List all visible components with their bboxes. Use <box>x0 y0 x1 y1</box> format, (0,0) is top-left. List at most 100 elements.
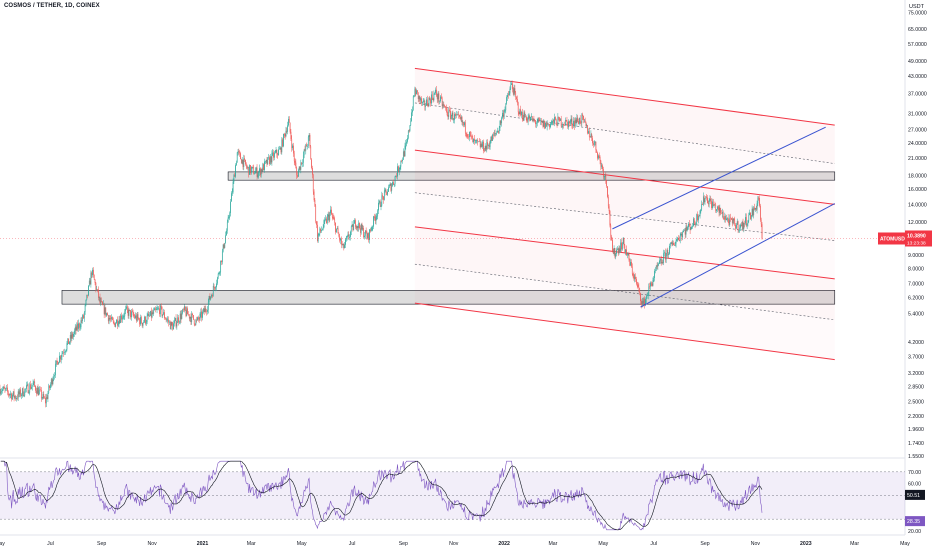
candle-body <box>335 222 336 233</box>
candle <box>546 120 548 131</box>
candle <box>395 175 397 178</box>
candle <box>555 118 557 126</box>
candle-body <box>466 133 468 137</box>
candle <box>41 396 43 400</box>
candle <box>569 120 570 127</box>
candle <box>574 117 576 128</box>
candle-body <box>438 93 440 102</box>
candle-body <box>424 100 426 107</box>
candle <box>105 307 107 318</box>
candle-body <box>519 109 521 115</box>
candle <box>695 222 697 227</box>
candle <box>392 181 393 187</box>
candle-body <box>360 224 362 233</box>
candle <box>39 386 41 395</box>
candle-body <box>412 110 413 113</box>
candle <box>414 86 416 97</box>
candle-body <box>636 283 638 285</box>
candle <box>369 228 371 233</box>
candle <box>598 152 600 159</box>
candle <box>751 205 753 218</box>
candle-body <box>412 96 414 111</box>
candle-body <box>458 114 460 116</box>
candle <box>694 220 696 229</box>
candle <box>422 98 424 103</box>
candle <box>20 387 22 398</box>
candle-body <box>307 136 309 146</box>
candle <box>439 100 441 105</box>
candle-body <box>9 394 11 396</box>
candle <box>699 210 701 219</box>
candle-body <box>521 111 523 119</box>
candle <box>624 243 626 254</box>
candle <box>568 119 569 130</box>
candle-body <box>617 248 618 250</box>
candle <box>31 383 32 390</box>
candle <box>65 349 67 353</box>
candle-body <box>656 265 658 267</box>
candle-body <box>27 384 29 394</box>
candle-body <box>704 198 706 203</box>
candle-body <box>269 157 270 165</box>
candle <box>520 105 522 117</box>
candle-body <box>753 207 755 216</box>
time-tick-label: 2021 <box>197 541 209 547</box>
candle-body <box>389 183 391 186</box>
candle-body <box>11 393 12 400</box>
candle-body <box>93 274 95 280</box>
candle-body <box>693 218 695 224</box>
candle-body <box>719 207 721 213</box>
candle-body <box>4 388 6 390</box>
candle <box>507 91 509 99</box>
candle <box>427 102 429 108</box>
candle-body <box>727 217 729 221</box>
candle <box>153 307 155 317</box>
candle <box>720 207 722 216</box>
candle-body <box>357 226 359 228</box>
candle <box>346 235 348 241</box>
candle-body <box>322 227 324 230</box>
candle <box>304 145 306 152</box>
candle <box>596 149 598 154</box>
candle <box>361 222 363 231</box>
candle <box>57 360 59 365</box>
candle-body <box>392 182 393 186</box>
candle <box>341 241 343 246</box>
candle-body <box>592 138 593 144</box>
candle <box>371 225 373 231</box>
candle-body <box>50 384 51 388</box>
candle <box>37 384 39 396</box>
candle <box>42 391 44 400</box>
candle-body <box>741 224 742 227</box>
candle <box>175 314 177 329</box>
candle <box>2 386 3 394</box>
candle-body <box>498 130 499 133</box>
candle-body <box>361 224 363 230</box>
candle <box>201 307 203 322</box>
candle-body <box>590 134 592 138</box>
candle <box>449 106 450 113</box>
candle <box>480 141 482 148</box>
candle-body <box>623 237 625 246</box>
candle-body <box>60 356 62 360</box>
candle-body <box>42 394 44 398</box>
candle-body <box>518 112 520 115</box>
candle <box>602 166 604 180</box>
candle-body <box>247 167 249 168</box>
candle <box>418 95 420 102</box>
candle <box>487 139 488 150</box>
candle <box>352 224 354 232</box>
candle <box>547 122 549 125</box>
candle <box>319 226 321 237</box>
candle-body <box>224 243 226 248</box>
candle <box>89 278 91 285</box>
candle-body <box>235 165 236 177</box>
candle-body <box>34 381 36 386</box>
candle-body <box>740 224 741 228</box>
candle-body <box>289 122 291 132</box>
time-tick-label: Nov <box>751 541 761 547</box>
candle-body <box>369 229 370 241</box>
candle-body <box>371 227 373 231</box>
candle <box>245 159 246 166</box>
candle-body <box>564 124 565 126</box>
